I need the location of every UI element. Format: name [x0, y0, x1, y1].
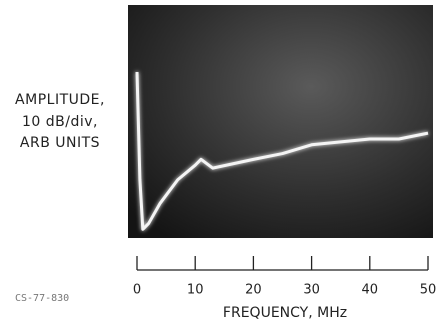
chart: AMPLITUDE, 10 dB/div, ARB UNITS FREQUENC… [0, 0, 440, 329]
screen-photo [128, 5, 433, 238]
x-tick-label: 40 [362, 283, 379, 298]
annotation: CS-77-830 [15, 293, 69, 304]
x-label: FREQUENCY, MHz [223, 305, 347, 321]
x-tick-label: 0 [133, 283, 141, 298]
x-tick-label: 50 [420, 283, 437, 298]
y-label: 10 dB/div, [22, 114, 98, 130]
y-label: ARB UNITS [20, 135, 100, 151]
y-label: AMPLITUDE, [15, 92, 105, 108]
x-tick-label: 30 [303, 283, 320, 298]
x-tick-label: 20 [245, 283, 262, 298]
x-tick-label: 10 [187, 283, 204, 298]
